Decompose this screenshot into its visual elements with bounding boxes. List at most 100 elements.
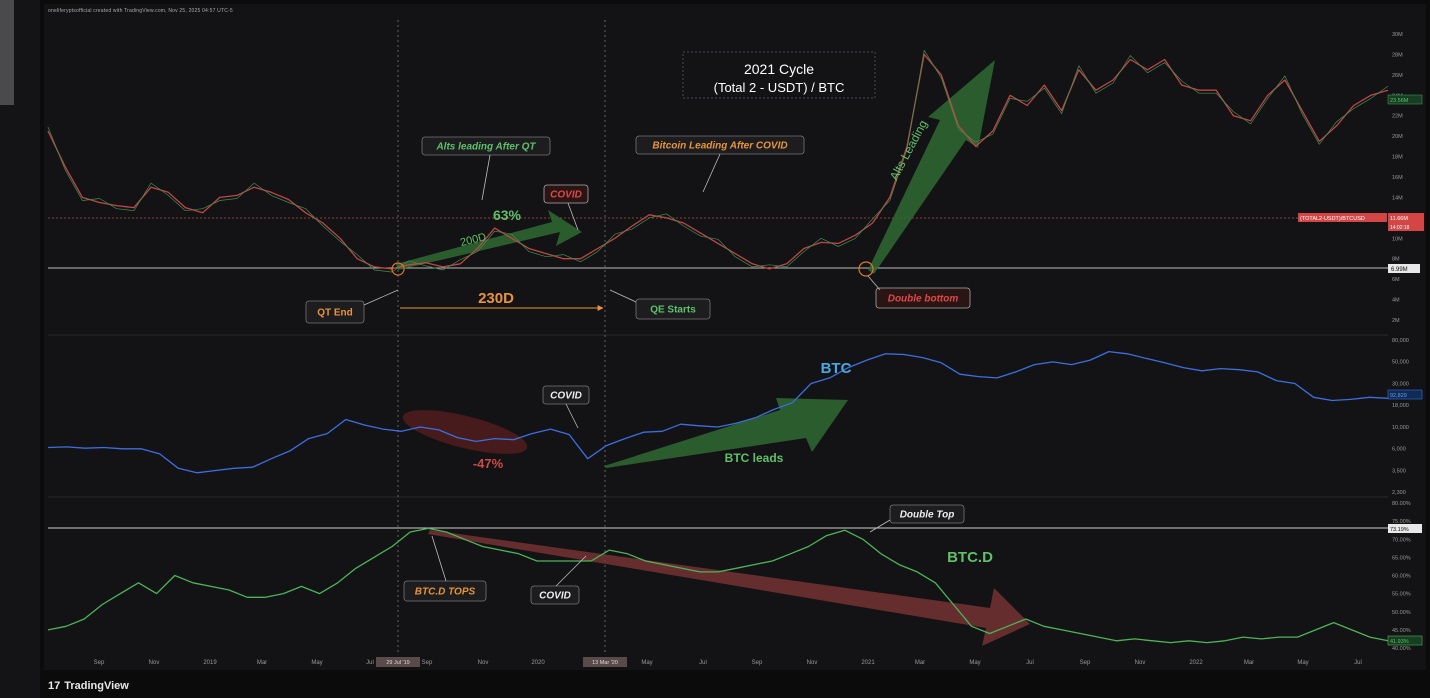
badge-series-value: [1388, 213, 1424, 231]
badge-current-pane3-text: 73.19%: [1390, 527, 1409, 533]
pane3-y-tick-label: 60.00%: [1392, 574, 1411, 580]
label-230d: 230D: [478, 290, 514, 307]
x-tick-label: May: [969, 660, 980, 666]
chart-frame[interactable]: [44, 4, 1426, 670]
pane2-y-tick-label: 2,300: [1392, 490, 1406, 496]
badge-level: [1388, 264, 1420, 273]
arrow-btc-leads: [604, 398, 848, 468]
pane1-y-tick-label: 14M: [1392, 195, 1403, 201]
label-63-percent: 63%: [493, 207, 522, 223]
badge-current-pane3: [1388, 524, 1422, 533]
chart-attribution: oneliferyptsofficial created with Tradin…: [48, 8, 233, 14]
x-tick-label: Jul: [699, 660, 707, 666]
pane3-y-tick-label: 50.00%: [1392, 610, 1411, 616]
pane3-y-tick-label: 75.00%: [1392, 519, 1411, 525]
tradingview-logo: 17 TradingView: [48, 680, 129, 692]
label-alts-after-qt-box: [421, 136, 551, 156]
pointer-qe-starts: [609, 289, 637, 303]
tradingview-logo-text: TradingView: [64, 680, 129, 692]
x-highlight-2-text: 13 Mar '20: [592, 660, 618, 666]
chart-title-line-1: 2021 Cycle: [744, 61, 814, 77]
badge-current-pane1-text: 23.56M: [1390, 98, 1409, 104]
label-covid-pane1-box: [543, 184, 589, 204]
label-covid-pane3: COVID: [539, 591, 571, 602]
badge-last-pane3-text: 41.93%: [1390, 639, 1409, 645]
pane1-y-tick-label: 30M: [1392, 32, 1403, 38]
pane2-y-tick-label: 18,000: [1392, 403, 1409, 409]
label-covid-pane2: COVID: [550, 391, 582, 402]
pane1-y-tick-label: 10M: [1392, 236, 1403, 242]
pane1-y-tick-label: 28M: [1392, 52, 1403, 58]
label-btcd-tops-box: [403, 580, 487, 602]
pane1-series-line: [47, 53, 1389, 270]
label-double-bottom: Double bottom: [888, 294, 959, 305]
arrow-alts-leading: [868, 60, 995, 274]
pane2-btc-line: [47, 350, 1389, 474]
x-tick-label: 2020: [531, 660, 545, 666]
label-minus-47-percent: -47%: [473, 456, 504, 471]
pointer-double-bottom: [867, 275, 881, 291]
x-tick-label: Sep: [752, 660, 763, 666]
pane2-y-tick-label: 10,000: [1392, 425, 1409, 431]
pane2-y-tick-label: 30,000: [1392, 381, 1409, 387]
pane3-y-tick-label: 40.00%: [1392, 646, 1411, 652]
badge-series-time-text: 14:02:18: [1390, 225, 1410, 231]
x-tick-label: Mar: [1244, 660, 1254, 666]
pane2-y-tick-label: 80,000: [1392, 338, 1409, 344]
pointer-qt-end: [363, 289, 399, 306]
x-tick-label: Sep: [422, 660, 433, 666]
badge-current-pane2: [1387, 389, 1423, 400]
label-double-bottom-box: [875, 287, 971, 309]
left-panel-strip: [0, 0, 40, 698]
pane3-y-tick-label: 65.00%: [1392, 555, 1411, 561]
x-tick-label: Jul: [1026, 660, 1034, 666]
pointer-btcd-tops: [431, 535, 447, 582]
x-tick-label: 2022: [1189, 660, 1203, 666]
badge-level-text: 6.99M: [1391, 267, 1408, 273]
label-btcd: BTC.D: [947, 549, 993, 566]
title-box: [682, 51, 876, 99]
x-tick-label: Sep: [94, 660, 105, 666]
badge-last-pane3: [1387, 635, 1423, 646]
tradingview-logo-mark: 17: [48, 680, 61, 692]
drawdown-highlight: [402, 410, 528, 454]
x-highlight-1-text: 29 Jul '19: [386, 660, 409, 666]
pane3-y-tick-label: 55.00%: [1392, 592, 1411, 598]
x-tick-label: Nov: [807, 660, 818, 666]
pane1-y-tick-label: 4M: [1392, 298, 1400, 304]
pointer-covid-pane2: [565, 403, 579, 429]
x-tick-label: Jul: [366, 660, 374, 666]
pointer-alts-after-qt: [481, 154, 491, 201]
x-tick-label: May: [1297, 660, 1308, 666]
pane3-y-tick-label: 45.00%: [1392, 628, 1411, 634]
label-covid-pane1: COVID: [550, 190, 582, 201]
label-double-top: Double Top: [900, 510, 955, 521]
pane2-y-tick-label: 3,500: [1392, 468, 1406, 474]
label-qt-end-box: [305, 300, 365, 324]
pane1-series-line-up: [47, 49, 1389, 273]
x-tick-label: Nov: [478, 660, 489, 666]
pane1-y-tick-label: 2M: [1392, 318, 1400, 324]
pane1-y-tick-label: 20M: [1392, 134, 1403, 140]
pane3-y-tick-label: 70.00%: [1392, 537, 1411, 543]
label-qe-starts: QE Starts: [650, 305, 696, 316]
pane3-y-tick-label: 80.00%: [1392, 501, 1411, 507]
label-alts-after-qt: Alts leading After QT: [435, 142, 536, 153]
x-highlight-2: [583, 657, 627, 667]
badge-current-pane2-text: 92,829: [1390, 393, 1407, 399]
x-tick-label: Nov: [149, 660, 160, 666]
badge-current-pane1: [1387, 94, 1423, 105]
pane2-y-tick-label: 50,000: [1392, 360, 1409, 366]
pointer-covid-pane3: [555, 555, 587, 587]
qt-end-circle: [391, 262, 405, 276]
badge-series-name: [1298, 213, 1387, 222]
label-double-top-box: [889, 504, 965, 524]
x-tick-label: Mar: [257, 660, 267, 666]
badge-series-name-text: (TOTAL2-USDT)/BTCUSD: [1300, 216, 1365, 222]
label-btc-after-covid: Bitcoin Leading After COVID: [652, 141, 787, 152]
x-tick-label: Nov: [1135, 660, 1146, 666]
x-tick-label: Mar: [915, 660, 925, 666]
arrow-alts-after-qt: [396, 210, 582, 270]
x-tick-label: 2021: [861, 660, 875, 666]
